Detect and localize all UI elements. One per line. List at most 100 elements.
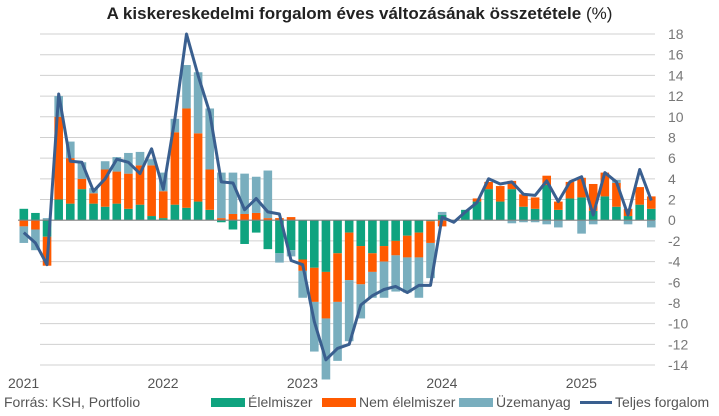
legend-swatch-fuel <box>459 397 493 407</box>
legend-label-nonfood: Nem élelmiszer <box>359 394 456 410</box>
bar-segment-food <box>77 189 87 221</box>
bar-segment-fuel <box>519 220 528 223</box>
y-tick-label: -2 <box>668 233 681 249</box>
bar-segment-nonfood <box>89 193 98 204</box>
x-tick-label: 2023 <box>287 375 318 391</box>
bar-segment-food <box>414 220 424 233</box>
bar-segment-nonfood <box>495 186 505 202</box>
bar-segment-food <box>298 220 307 260</box>
bar-segment-fuel <box>542 220 552 225</box>
bar-segment-nonfood <box>565 181 575 199</box>
bar-segment-nonfood <box>333 253 342 302</box>
bar-segment-nonfood <box>519 194 528 207</box>
bar-segment-nonfood <box>240 213 249 221</box>
bar-segment-fuel <box>333 301 342 361</box>
y-tick-label: -6 <box>668 274 681 290</box>
bar-segment-fuel <box>588 220 598 225</box>
bar-segment-nonfood <box>507 180 517 190</box>
bar-segment-nonfood <box>577 177 586 198</box>
y-tick-label: 14 <box>668 67 684 83</box>
bar-segment-food <box>484 189 493 221</box>
x-tick-label: 2022 <box>147 375 178 391</box>
bar-segment-fuel <box>286 250 296 257</box>
bar-segment-food <box>205 209 215 221</box>
bar-segment-food <box>31 212 40 221</box>
bar-segment-food <box>461 209 470 221</box>
bar-segment-fuel <box>205 108 215 170</box>
bar-segment-food <box>124 208 133 221</box>
bar-segment-nonfood <box>228 213 238 221</box>
bar-segment-nonfood <box>368 253 377 272</box>
bar-segment-food <box>344 220 354 233</box>
bar-segment-fuel <box>100 161 110 170</box>
bar-segment-nonfood <box>170 132 180 205</box>
bar-segment-fuel <box>623 220 633 225</box>
bar-segment-fuel <box>321 318 331 380</box>
bar-segment-food <box>228 220 238 230</box>
bar-segment-fuel <box>507 220 517 224</box>
bar-segment-nonfood <box>286 217 296 221</box>
x-tick-label: 2021 <box>8 375 39 391</box>
chart-title-unit: (%) <box>585 4 613 23</box>
bar-segment-food <box>612 206 621 221</box>
bar-segment-fuel <box>77 162 87 179</box>
bar-segment-food <box>333 220 342 254</box>
legend-item-fuel: Üzemanyag <box>459 394 571 410</box>
bar-segment-food <box>402 220 412 236</box>
bar-segment-food <box>65 203 75 221</box>
bar-segment-fuel <box>554 220 563 228</box>
bar-segment-fuel <box>42 218 52 221</box>
bar-segment-fuel <box>217 172 226 219</box>
bar-segment-nonfood <box>263 218 273 221</box>
bar-segment-fuel <box>298 270 307 298</box>
bar-segment-food <box>356 220 366 247</box>
bar-segment-nonfood <box>54 116 63 200</box>
bar-segment-fuel <box>135 151 145 166</box>
bar-segment-fuel <box>251 176 261 213</box>
bar-segment-nonfood <box>600 172 610 197</box>
bar-segment-food <box>321 220 331 272</box>
bar-segment-food <box>112 203 122 221</box>
y-tick-label: -10 <box>668 316 688 332</box>
bar-segment-nonfood <box>402 235 412 258</box>
bar-segment-food <box>19 208 29 221</box>
legend-swatch-food <box>211 397 245 407</box>
bar-segment-fuel <box>368 271 377 298</box>
legend-label-food: Élelmiszer <box>248 394 313 410</box>
bar-segment-fuel <box>426 242 435 279</box>
bar-segment-fuel <box>112 157 122 172</box>
bar-segment-food <box>554 209 563 221</box>
bar-segment-food <box>158 218 168 221</box>
bar-segment-food <box>542 185 552 221</box>
bar-segment-food <box>391 220 400 241</box>
legend-label-fuel: Üzemanyag <box>496 394 571 410</box>
bar-segment-nonfood <box>217 218 226 221</box>
bars <box>19 65 656 380</box>
y-tick-label: -8 <box>668 295 681 311</box>
bar-segment-nonfood <box>635 187 644 205</box>
bar-segment-food <box>240 220 249 244</box>
chart-title: A kiskereskedelmi forgalom éves változás… <box>0 4 719 24</box>
bar-segment-nonfood <box>135 165 145 205</box>
legend-item-total: Teljes forgalom <box>580 394 709 410</box>
bar-segment-fuel <box>577 220 586 234</box>
bar-segment-fuel <box>65 141 75 159</box>
bar-segment-food <box>507 189 517 221</box>
bar-segment-nonfood <box>100 169 110 207</box>
bar-segment-food <box>368 220 377 254</box>
bar-segment-nonfood <box>147 165 156 217</box>
bar-segment-nonfood <box>588 183 598 211</box>
bar-segment-food <box>646 208 656 221</box>
bar-segment-fuel <box>31 229 40 251</box>
y-tick-label: 6 <box>668 150 676 166</box>
bar-segment-food <box>89 203 98 221</box>
bar-segment-food <box>193 201 203 221</box>
bar-segment-fuel <box>275 253 284 263</box>
bar-segment-nonfood <box>414 232 424 258</box>
y-tick-label: 10 <box>668 109 684 125</box>
bar-segment-food <box>530 208 540 221</box>
bar-segment-nonfood <box>193 133 203 202</box>
bar-segment-fuel <box>402 257 412 293</box>
x-tick-label: 2025 <box>566 375 597 391</box>
